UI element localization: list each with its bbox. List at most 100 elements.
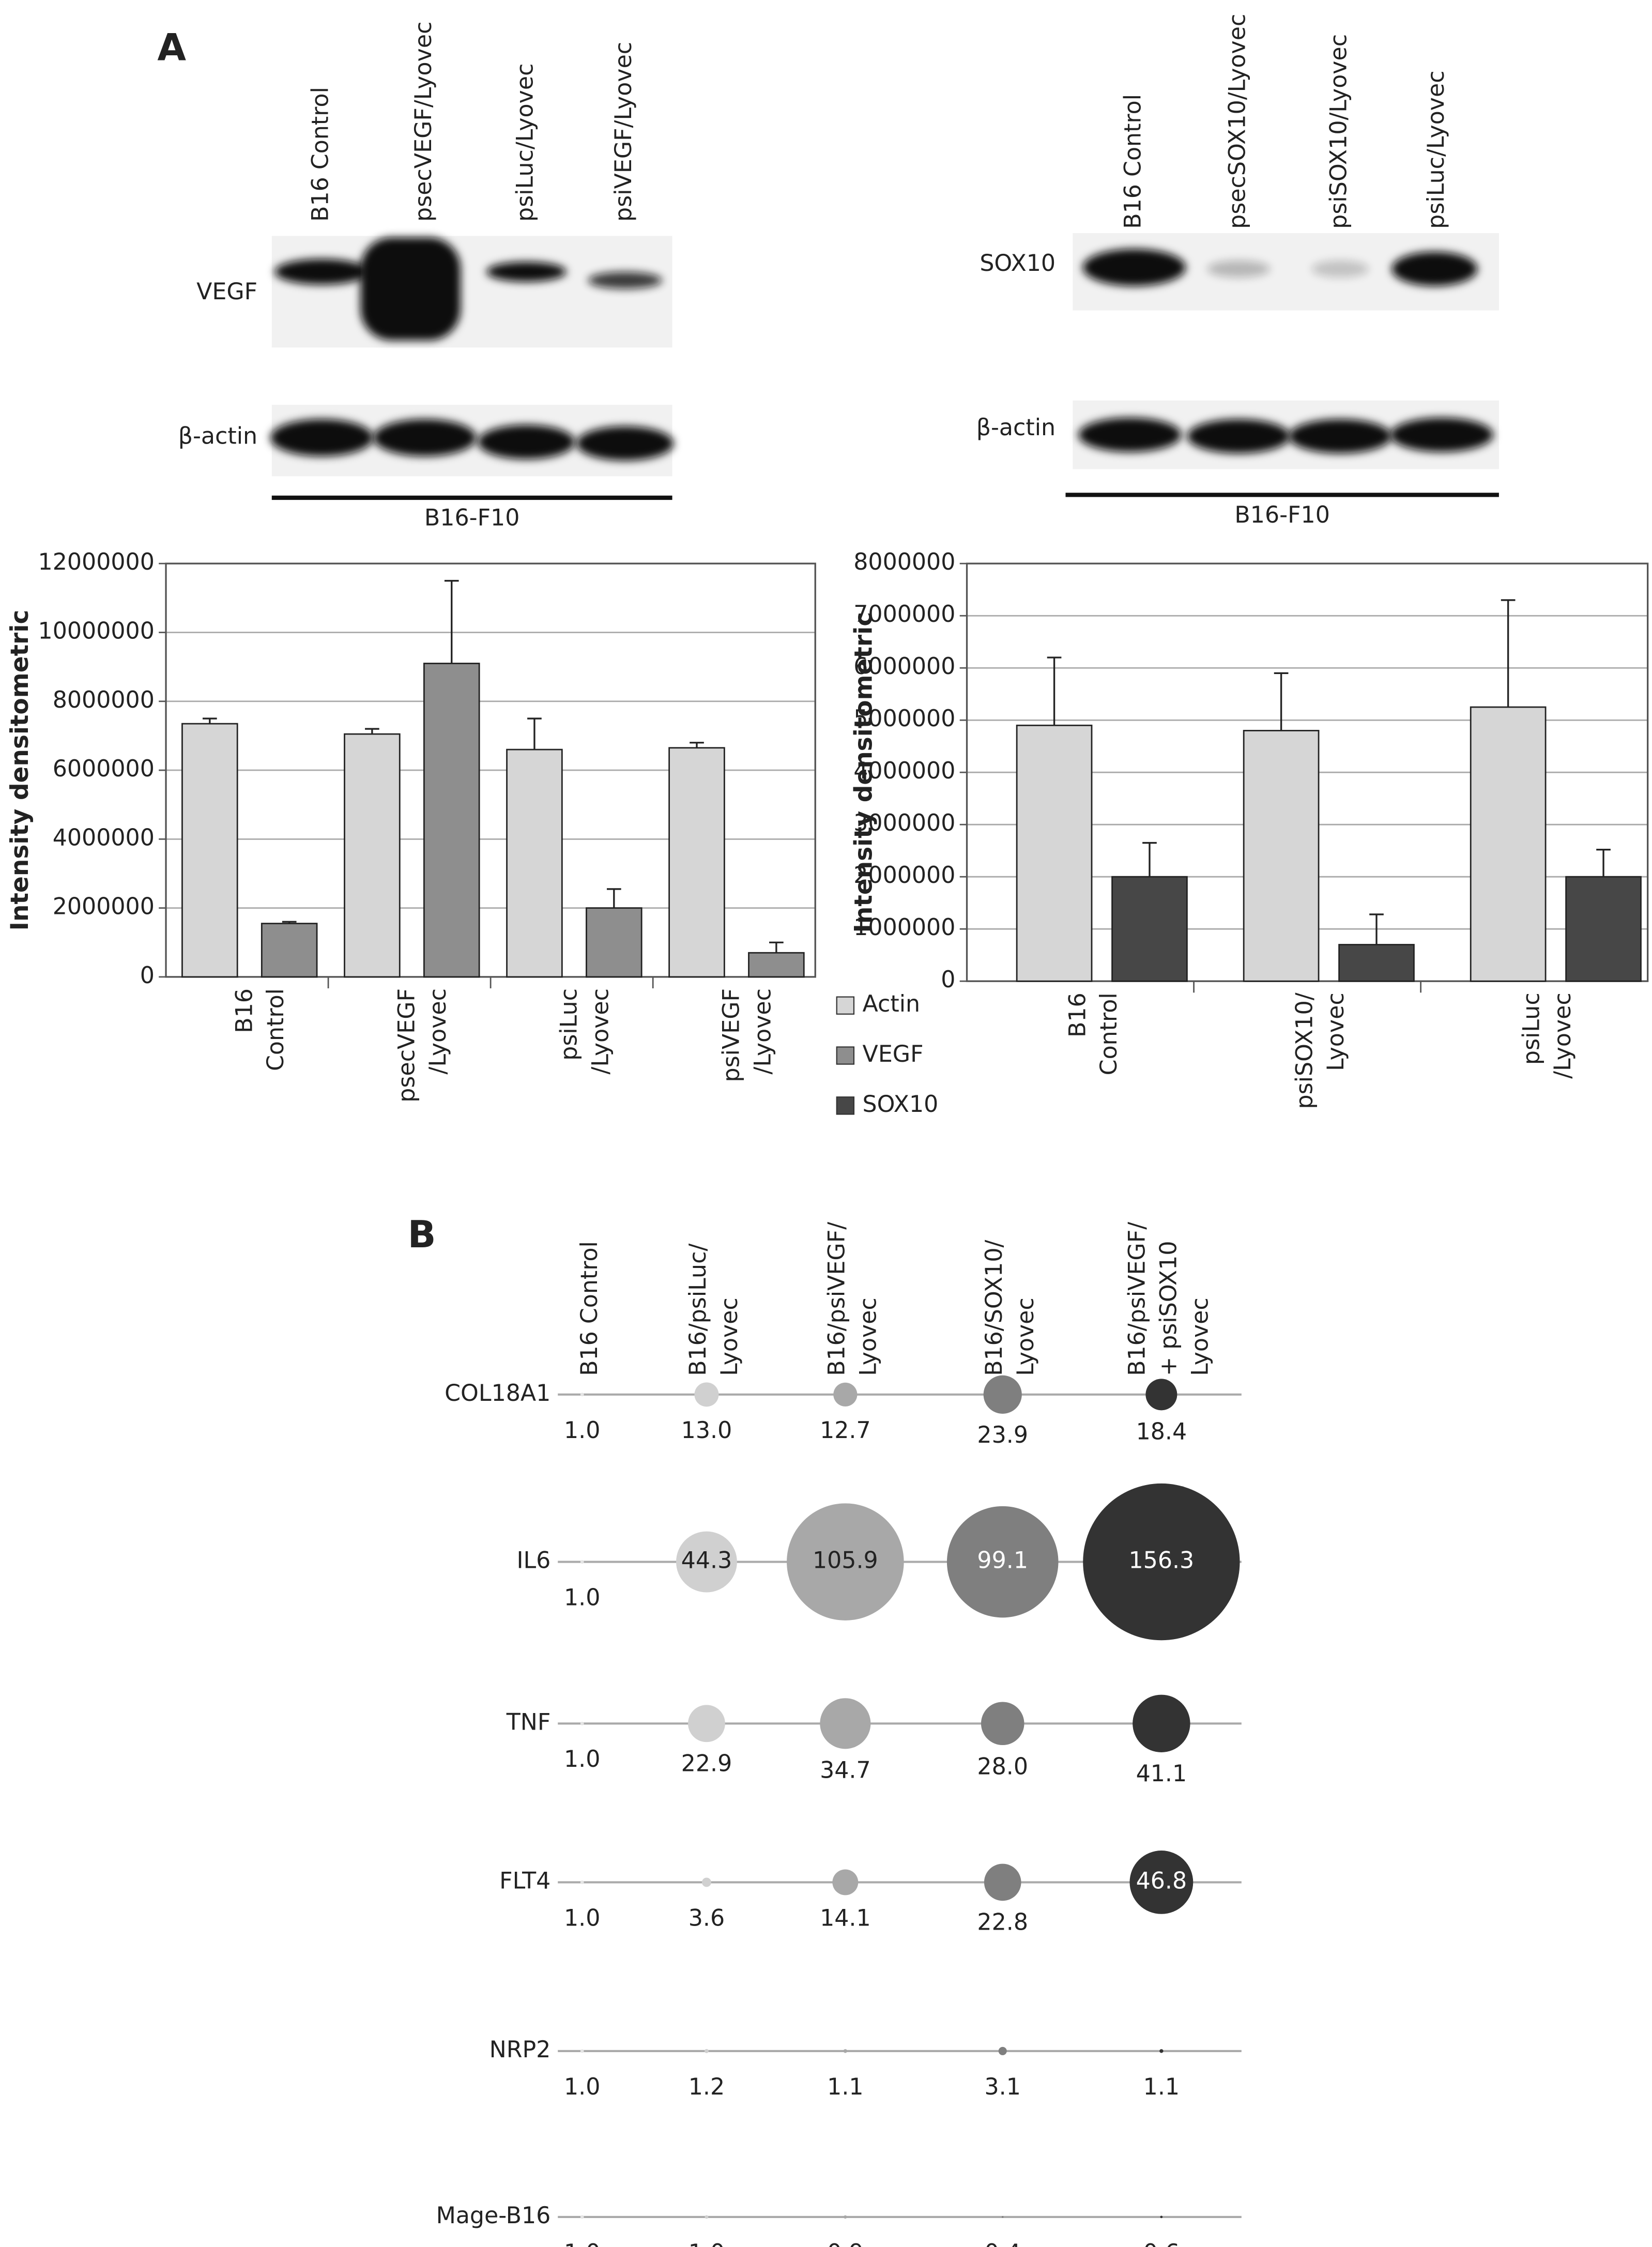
y-tick-label: 4000000: [853, 758, 955, 784]
bubble: [946, 1506, 1059, 1618]
value-label: 1.0: [689, 2240, 725, 2247]
y-axis-label: Intensity densitometric: [850, 612, 878, 933]
value-label: 0.6: [1143, 2240, 1180, 2247]
column-label: Lyovec: [855, 1297, 881, 1376]
x-tick-label: psecVEGF: [393, 988, 420, 1103]
y-tick-label: 4000000: [53, 824, 155, 851]
y-tick-label: 6000000: [53, 756, 155, 782]
bubble: [820, 1698, 871, 1749]
lane-label: psiLuc/Lyovec: [1423, 70, 1449, 228]
legend-swatch: [836, 996, 855, 1015]
value-label: 46.8: [1136, 1868, 1187, 1894]
bubble: [981, 1702, 1024, 1746]
x-tick-label: /Lyovec: [1550, 992, 1576, 1079]
bubble: [580, 1560, 584, 1564]
x-tick-label: Control: [1096, 992, 1122, 1075]
legend-label: SOX10: [863, 1091, 939, 1118]
value-label: 156.3: [1129, 1548, 1195, 1574]
blot-image: [1073, 233, 1499, 469]
bar: [344, 733, 401, 978]
bubble: [705, 2215, 709, 2219]
y-tick-label: 2000000: [853, 862, 955, 889]
bubble: [580, 1393, 584, 1397]
column-label: B16/SOX10/: [981, 1240, 1007, 1376]
bubble: [833, 1382, 858, 1407]
row-label: VEGF: [196, 279, 257, 305]
bubble: [580, 2049, 584, 2053]
bar: [1016, 724, 1093, 982]
column-label: Lyovec: [1187, 1297, 1213, 1376]
bubble: [1002, 2216, 1004, 2218]
x-tick-label: Control: [263, 988, 289, 1071]
value-label: 1.0: [564, 1585, 600, 1611]
gene-label: NRP2: [490, 2037, 551, 2063]
value-label: 105.9: [813, 1548, 878, 1574]
bubble: [844, 2215, 847, 2219]
value-label: 1.0: [564, 1905, 600, 1931]
bubble: [701, 1877, 711, 1887]
bubble: [1159, 2049, 1164, 2053]
gene-label: FLT4: [499, 1868, 550, 1894]
value-label: 34.7: [820, 1757, 871, 1784]
y-tick-label: 2000000: [53, 894, 155, 920]
bubble: [1160, 2215, 1163, 2219]
value-label: 0.4: [985, 2240, 1021, 2247]
x-tick-label: psiSOX10/: [1291, 992, 1318, 1109]
lane-label: psecVEGF/Lyovec: [410, 22, 437, 222]
bar: [1338, 944, 1415, 982]
bubble: [787, 1503, 904, 1621]
bubble: [1129, 1851, 1194, 1914]
column-label: B16/psiVEGF/: [824, 1222, 850, 1376]
value-label: 1.1: [827, 2074, 863, 2100]
column-label: + psiSOX10: [1155, 1241, 1182, 1375]
bar: [423, 663, 480, 978]
legend-swatch: [836, 1046, 855, 1065]
y-axis-label: Intensity densitometric: [6, 610, 34, 931]
lane-label: psiVEGF/Lyovec: [610, 42, 637, 222]
bar: [261, 923, 318, 978]
bubble: [580, 2215, 584, 2219]
cell-line-label: B16-F10: [1234, 502, 1329, 528]
x-tick-label: psiLuc: [1518, 992, 1544, 1065]
y-tick-label: 0: [140, 962, 155, 989]
bar: [668, 747, 725, 978]
lane-label: psiLuc/Lyovec: [512, 64, 538, 222]
y-tick-label: 10000000: [38, 618, 155, 644]
legend-label: VEGF: [863, 1041, 924, 1067]
bubble: [580, 1880, 584, 1884]
column-label: Lyovec: [716, 1297, 743, 1376]
bubble: [998, 2046, 1007, 2055]
column-label: B16/psiLuc/: [685, 1244, 711, 1376]
value-label: 1.1: [1143, 2074, 1180, 2100]
bubble: [983, 1375, 1022, 1414]
bar: [1470, 706, 1547, 982]
bubble: [984, 1863, 1021, 1901]
bubble: [688, 1705, 725, 1742]
bar: [748, 952, 805, 978]
bar: [1111, 876, 1188, 982]
bubble: [1145, 1379, 1177, 1411]
value-label: 99.1: [977, 1548, 1028, 1574]
column-label: B16 Control: [576, 1241, 603, 1376]
value-label: 3.6: [689, 1905, 725, 1931]
bubble: [1083, 1483, 1240, 1641]
bar: [1243, 730, 1320, 982]
y-tick-label: 0: [941, 967, 955, 993]
bar: [181, 723, 238, 978]
bubble: [694, 1382, 719, 1407]
column-label: Lyovec: [1013, 1297, 1039, 1376]
x-tick-label: psiLuc: [556, 988, 582, 1061]
row-label: SOX10: [980, 250, 1056, 277]
bar: [1565, 876, 1642, 982]
gene-label: COL18A1: [445, 1380, 550, 1407]
value-label: 1.0: [564, 2074, 600, 2100]
panel-label: A: [157, 25, 186, 69]
value-label: 44.3: [681, 1548, 732, 1574]
value-label: 1.0: [564, 1417, 600, 1444]
y-tick-label: 6000000: [853, 653, 955, 680]
value-label: 28.0: [977, 1753, 1028, 1780]
value-label: 12.7: [820, 1417, 871, 1444]
value-label: 22.8: [977, 1909, 1028, 1935]
bubble: [705, 2049, 709, 2053]
